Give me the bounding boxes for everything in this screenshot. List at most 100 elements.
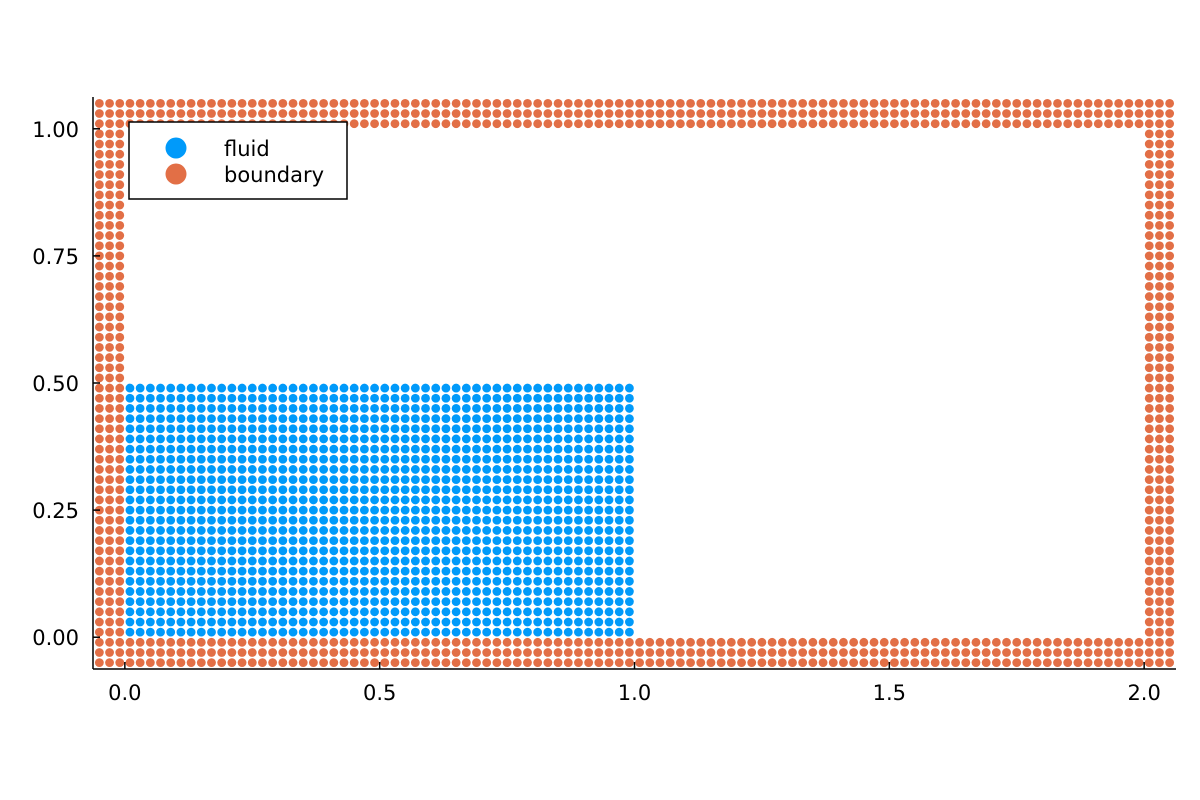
- fluid-point: [472, 444, 481, 454]
- fluid-point: [523, 607, 532, 617]
- fluid-point: [604, 465, 614, 474]
- boundary-point: [828, 648, 838, 657]
- fluid-point: [400, 526, 410, 535]
- fluid-point: [563, 393, 573, 403]
- fluid-point: [135, 414, 145, 423]
- fluid-point: [329, 627, 339, 637]
- boundary-point: [94, 627, 104, 637]
- fluid-point: [329, 424, 339, 434]
- fluid-point: [288, 556, 298, 566]
- fluid-point: [431, 454, 441, 464]
- fluid-point: [584, 393, 594, 403]
- boundary-point: [1083, 119, 1093, 129]
- boundary-point: [1073, 658, 1083, 668]
- fluid-point: [258, 526, 267, 535]
- boundary-point: [431, 648, 441, 657]
- fluid-point: [288, 587, 298, 596]
- fluid-point: [370, 414, 379, 423]
- fluid-point: [309, 424, 318, 434]
- boundary-point: [94, 180, 104, 190]
- fluid-point: [176, 576, 186, 586]
- fluid-point: [329, 607, 339, 617]
- boundary-point: [1144, 302, 1154, 312]
- fluid-point: [502, 465, 512, 474]
- fluid-point: [584, 515, 594, 525]
- fluid-point: [594, 495, 604, 505]
- fluid-point: [186, 526, 196, 535]
- fluid-point: [207, 627, 216, 637]
- fluid-point: [543, 465, 553, 474]
- fluid-point: [247, 597, 257, 607]
- fluid-point: [227, 383, 237, 393]
- fluid-point: [533, 424, 543, 434]
- boundary-point: [869, 648, 879, 657]
- boundary-point: [1155, 505, 1164, 515]
- boundary-point: [176, 648, 186, 657]
- boundary-point: [1093, 98, 1103, 108]
- fluid-point: [288, 404, 298, 413]
- boundary-point: [1165, 241, 1175, 251]
- boundary-point: [1165, 597, 1175, 607]
- fluid-point: [156, 383, 165, 393]
- fluid-point: [186, 536, 196, 546]
- fluid-point: [186, 546, 196, 556]
- boundary-point: [207, 648, 216, 657]
- boundary-point: [798, 648, 808, 657]
- boundary-point: [1104, 98, 1113, 108]
- fluid-point: [166, 393, 176, 403]
- fluid-point: [584, 607, 594, 617]
- boundary-point: [635, 637, 644, 647]
- fluid-point: [329, 617, 339, 627]
- fluid-point: [217, 485, 227, 495]
- fluid-point: [472, 404, 481, 413]
- fluid-point: [533, 485, 543, 495]
- boundary-point: [349, 637, 359, 647]
- fluid-point: [319, 505, 329, 515]
- boundary-point: [258, 109, 267, 118]
- fluid-point: [258, 515, 267, 525]
- fluid-point: [523, 576, 532, 586]
- fluid-point: [278, 607, 288, 617]
- boundary-point: [879, 119, 889, 129]
- fluid-point: [604, 546, 614, 556]
- fluid-point: [390, 546, 400, 556]
- boundary-point: [788, 637, 797, 647]
- fluid-point: [461, 617, 471, 627]
- boundary-point: [1155, 587, 1164, 596]
- fluid-point: [533, 566, 543, 576]
- fluid-point: [298, 424, 308, 434]
- boundary-point: [319, 98, 329, 108]
- fluid-point: [543, 576, 553, 586]
- boundary-point: [1124, 119, 1134, 129]
- fluid-point: [319, 404, 329, 413]
- boundary-point: [1134, 648, 1144, 657]
- fluid-point: [359, 526, 369, 535]
- boundary-point: [1012, 637, 1022, 647]
- fluid-point: [227, 414, 237, 423]
- boundary-point: [94, 190, 104, 200]
- fluid-point: [614, 505, 624, 515]
- fluid-point: [512, 576, 522, 586]
- boundary-point: [991, 637, 1001, 647]
- boundary-point: [482, 98, 492, 108]
- boundary-point: [910, 119, 920, 129]
- boundary-point: [105, 434, 114, 444]
- fluid-point: [523, 597, 532, 607]
- fluid-point: [145, 424, 155, 434]
- fluid-point: [431, 475, 441, 484]
- fluid-point: [502, 414, 512, 423]
- boundary-point: [410, 98, 420, 108]
- boundary-point: [237, 658, 247, 668]
- fluid-point: [502, 434, 512, 444]
- fluid-point: [339, 383, 349, 393]
- fluid-point: [258, 587, 267, 596]
- fluid-point: [237, 465, 247, 474]
- fluid-point: [309, 444, 318, 454]
- boundary-point: [1144, 495, 1154, 505]
- boundary-point: [115, 139, 125, 149]
- boundary-point: [105, 597, 114, 607]
- boundary-point: [1042, 658, 1052, 668]
- boundary-point: [1083, 658, 1093, 668]
- fluid-point: [512, 475, 522, 484]
- fluid-point: [390, 566, 400, 576]
